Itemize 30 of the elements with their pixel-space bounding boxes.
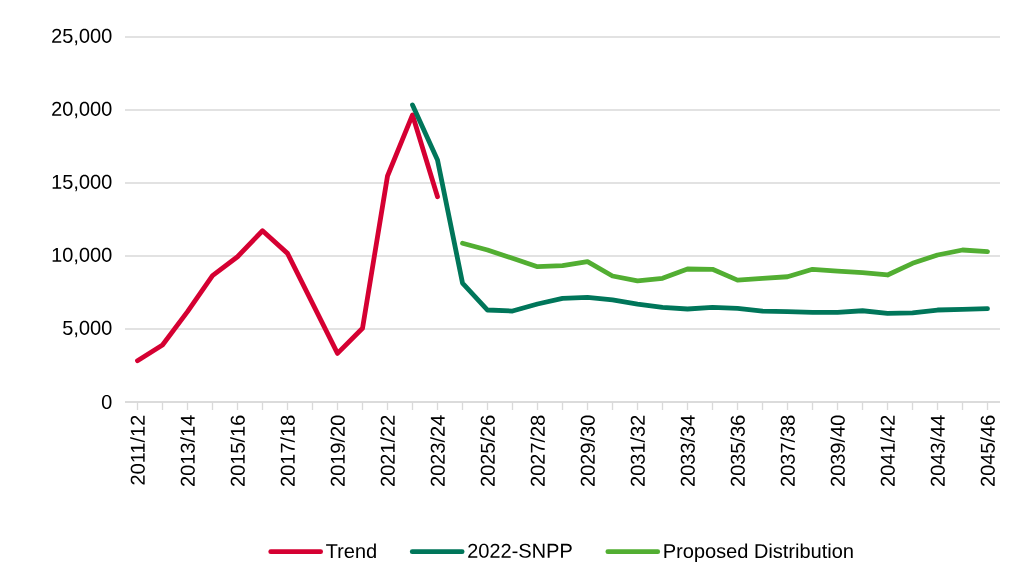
legend-label: Trend xyxy=(326,543,376,559)
x-tick-label: 2039/40 xyxy=(830,415,845,486)
x-tick-label: 2023/24 xyxy=(430,415,445,486)
x-tick-label: 2013/14 xyxy=(180,415,195,486)
y-tick-label: 15,000 xyxy=(52,174,112,192)
x-tick-label: 2021/22 xyxy=(380,415,395,486)
line-series xyxy=(410,102,990,316)
x-tick-label: 2041/42 xyxy=(880,415,895,486)
x-tick-label: 2027/28 xyxy=(530,415,545,486)
x-tick-label: 2025/26 xyxy=(480,415,495,486)
x-tick-label: 2019/20 xyxy=(330,415,345,486)
legend-label: 2022-SNPP xyxy=(468,543,572,558)
x-tick-label: 2037/38 xyxy=(780,415,795,486)
y-tick-label: 20,000 xyxy=(52,101,112,119)
x-tick-label: 2017/18 xyxy=(280,415,295,486)
y-tick-label: 0 xyxy=(101,394,112,410)
y-tick-label: 10,000 xyxy=(52,247,112,265)
x-tick-label: 2015/16 xyxy=(230,415,245,486)
line-series xyxy=(460,240,990,284)
legend-label: Proposed Distribution xyxy=(664,543,853,563)
x-tick-label: 2011/12 xyxy=(130,415,145,485)
x-tick-label: 2043/44 xyxy=(930,415,945,486)
x-tick-label: 2033/34 xyxy=(680,415,695,486)
y-tick-label: 5,000 xyxy=(63,320,112,338)
x-tick-label: 2045/46 xyxy=(980,415,995,486)
x-tick-label: 2031/32 xyxy=(630,415,645,486)
x-tick-label: 2029/30 xyxy=(580,415,595,486)
y-tick-label: 25,000 xyxy=(52,28,112,46)
line-series xyxy=(135,112,440,364)
x-tick-label: 2035/36 xyxy=(730,415,745,486)
